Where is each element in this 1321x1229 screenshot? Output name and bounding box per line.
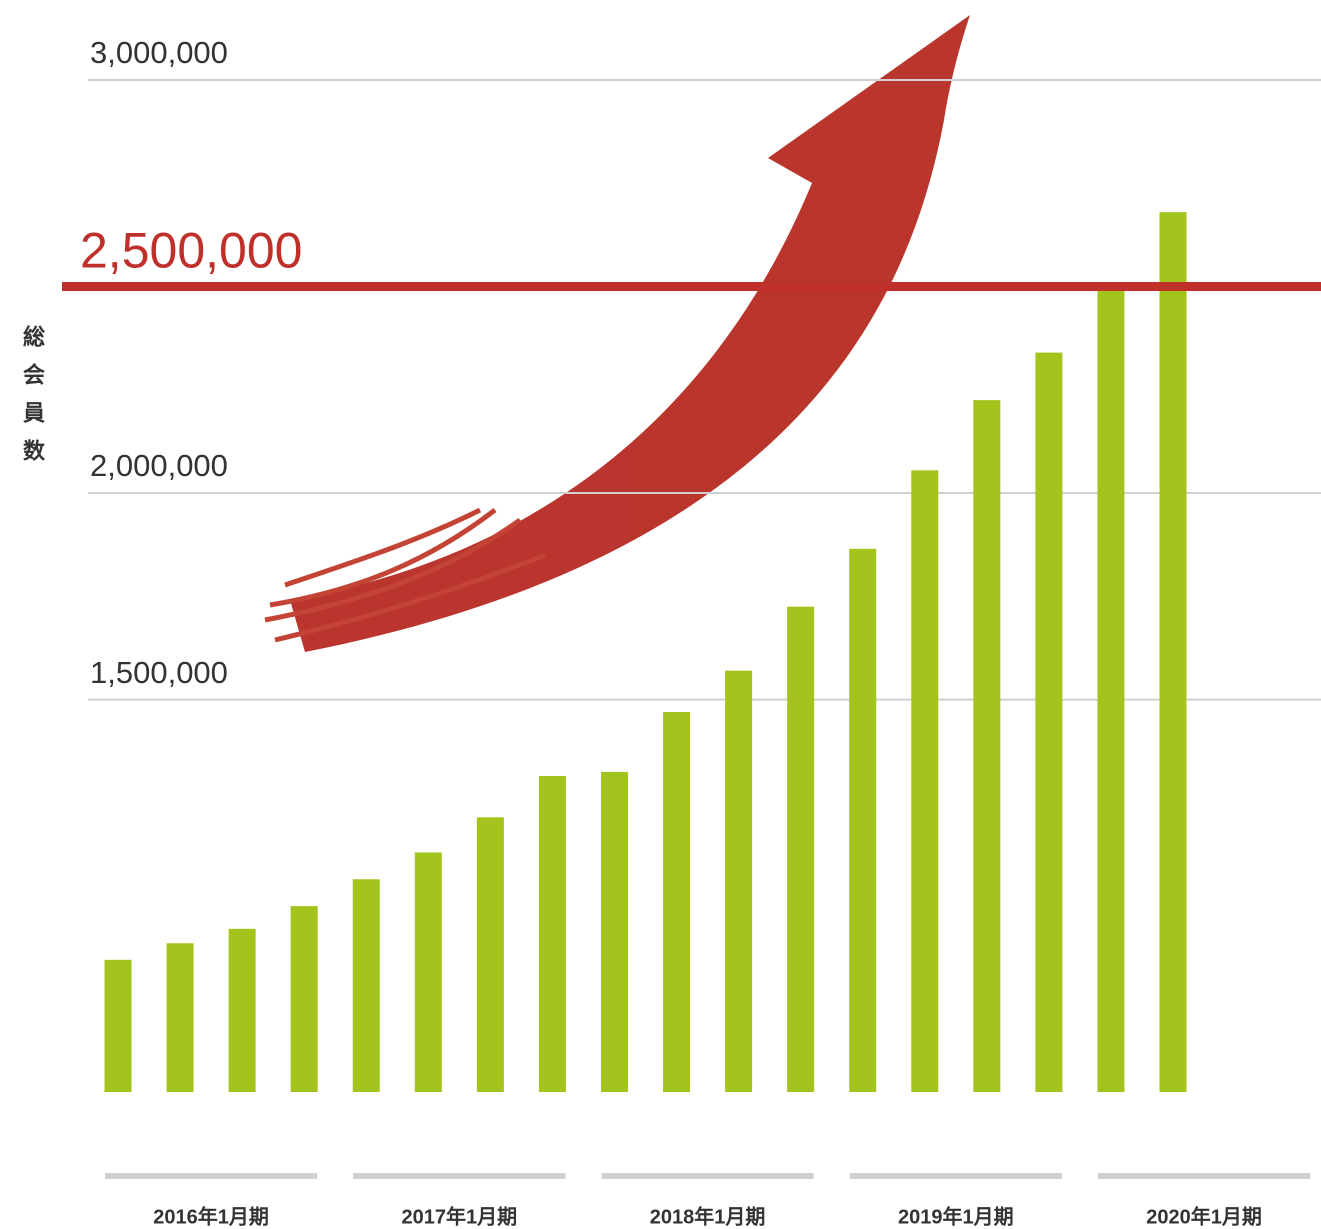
bar bbox=[1097, 290, 1125, 1092]
bar bbox=[538, 776, 566, 1092]
y-axis-label: 総会員数 bbox=[20, 325, 45, 477]
bar bbox=[1035, 352, 1063, 1092]
x-tick-label: 2019年1月期 bbox=[898, 1204, 1014, 1228]
x-tick-label: 2016年1月期 bbox=[153, 1204, 269, 1228]
y-tick-label: 3,000,000 bbox=[90, 35, 228, 70]
bar bbox=[911, 470, 939, 1092]
bar bbox=[414, 852, 442, 1092]
x-tick-label: 2017年1月期 bbox=[402, 1204, 518, 1228]
bar bbox=[600, 771, 628, 1092]
bar bbox=[849, 548, 877, 1092]
bar bbox=[787, 606, 815, 1092]
bar bbox=[352, 879, 380, 1092]
bar bbox=[228, 928, 256, 1092]
reference-label: 2,500,000 bbox=[80, 223, 302, 279]
bar bbox=[663, 711, 691, 1092]
bar bbox=[973, 400, 1001, 1092]
growth-arrow bbox=[264, 15, 970, 652]
bar bbox=[166, 943, 194, 1092]
y-tick-label: 1,500,000 bbox=[90, 655, 228, 690]
x-tick-label: 2020年1月期 bbox=[1146, 1204, 1262, 1228]
bar bbox=[1159, 212, 1187, 1093]
bar bbox=[104, 959, 132, 1092]
bar bbox=[290, 906, 318, 1092]
x-tick-label: 2018年1月期 bbox=[650, 1204, 766, 1228]
bar bbox=[725, 670, 753, 1092]
bar bbox=[476, 817, 504, 1092]
y-tick-label: 2,000,000 bbox=[90, 448, 228, 483]
